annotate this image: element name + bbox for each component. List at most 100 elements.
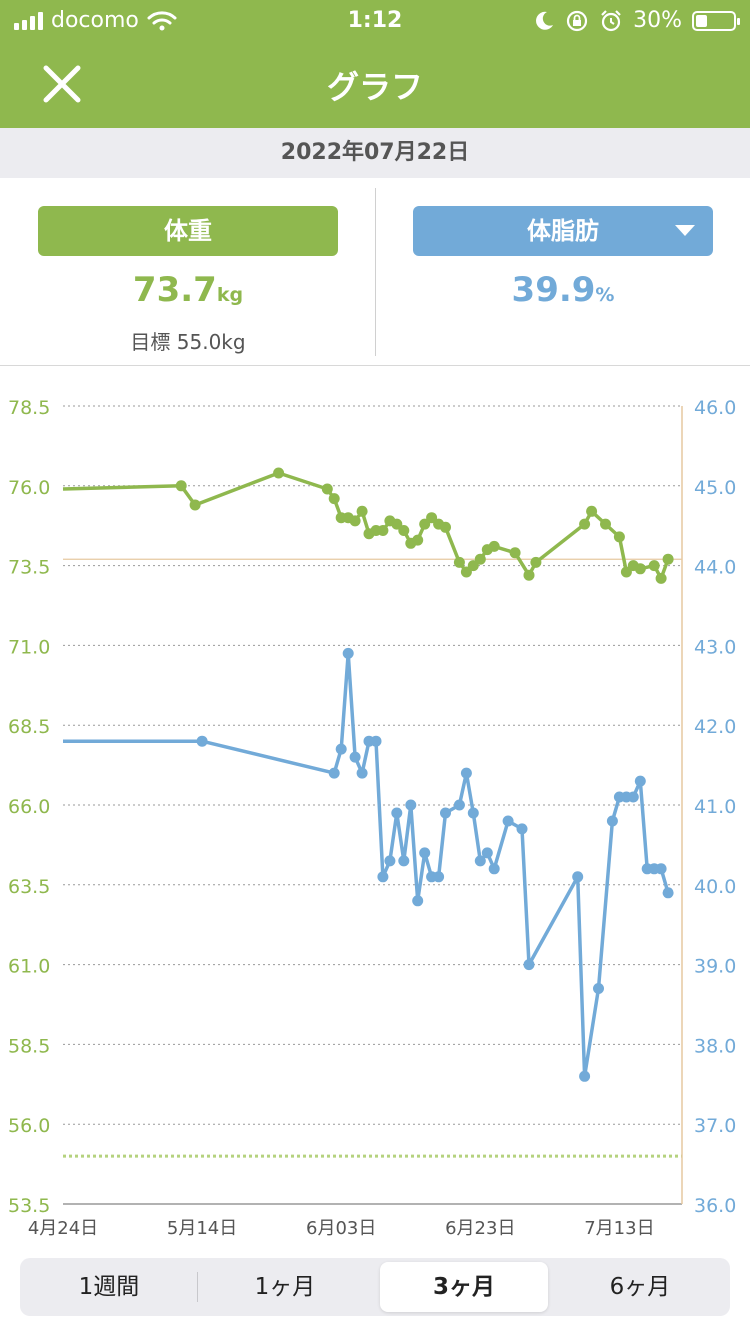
date-label: 2022年07月22日: [0, 128, 750, 178]
moon-icon: [536, 11, 554, 30]
y-left-tick-label: 56.0: [8, 1115, 50, 1137]
y-left-tick-label: 61.0: [8, 956, 50, 978]
fat-data-point: [433, 871, 445, 883]
fat-data-point: [572, 871, 584, 883]
tab-separator: [197, 1272, 198, 1302]
fat-data-point: [419, 847, 431, 859]
fat-data-point: [481, 847, 493, 859]
y-right-tick-label: 42.0: [694, 716, 736, 738]
fat-data-point: [467, 807, 479, 819]
fat-button-label: 体脂肪: [527, 217, 599, 245]
weight-series-line: [62, 471, 670, 581]
fat-unit: %: [595, 284, 615, 306]
fat-data-point: [349, 751, 361, 763]
weight-data-point: [662, 553, 674, 565]
fat-data-point: [606, 815, 618, 827]
weight-data-point: [321, 483, 333, 495]
rotation-lock-icon: [566, 10, 588, 31]
fat-number: 39.9: [511, 270, 596, 310]
nav-bar: グラフ: [0, 40, 750, 128]
close-icon[interactable]: [34, 56, 90, 112]
fat-data-point: [370, 735, 382, 747]
tab-6months-label: 6ヶ月: [609, 1274, 671, 1300]
fat-data-point: [328, 767, 340, 779]
weight-data-point: [586, 505, 598, 517]
weight-data-point: [412, 534, 424, 546]
fat-data-point: [593, 983, 604, 994]
status-time: 1:12: [347, 8, 403, 33]
weight-data-point: [634, 563, 646, 575]
battery-icon: [692, 10, 740, 31]
fat-data-point: [398, 855, 410, 867]
fat-data-point: [474, 855, 486, 867]
y-left-tick-label: 78.5: [8, 397, 50, 419]
weight-data-point: [613, 531, 625, 543]
tab-1month[interactable]: 1ヶ月: [200, 1262, 370, 1312]
battery-percent: 30%: [633, 8, 682, 33]
tab-6months[interactable]: 6ヶ月: [554, 1262, 726, 1312]
wifi-icon: [147, 10, 177, 30]
weight-data-point: [189, 499, 201, 511]
weight-data-point: [467, 560, 479, 572]
weight-data-point: [488, 540, 500, 552]
y-left-tick-label: 53.5: [8, 1195, 50, 1217]
fat-data-point: [634, 775, 646, 787]
y-right-tick-label: 46.0: [694, 397, 736, 419]
fat-data-point: [453, 799, 465, 811]
tab-1week[interactable]: 1週間: [24, 1262, 194, 1312]
y-left-tick-label: 71.0: [8, 636, 50, 658]
fat-dropdown-button[interactable]: 体脂肪: [413, 206, 713, 256]
weight-data-point: [530, 556, 542, 568]
fat-data-point: [655, 863, 667, 875]
y-right-tick-label: 45.0: [694, 477, 736, 499]
y-right-tick-label: 36.0: [694, 1195, 736, 1217]
fat-data-point: [627, 791, 639, 803]
y-right-tick-label: 38.0: [694, 1035, 736, 1057]
y-right-tick-label: 44.0: [694, 557, 736, 579]
fat-data-point: [405, 799, 417, 811]
fat-data-point: [516, 823, 528, 835]
fat-data-point: [412, 895, 424, 907]
y-right-tick-label: 41.0: [694, 796, 736, 818]
fat-data-point: [440, 807, 451, 819]
signal-icon: [14, 11, 43, 30]
fat-data-point: [502, 815, 514, 827]
y-left-tick-label: 66.0: [8, 796, 50, 818]
goal-weight: 目標 55.0kg: [130, 330, 246, 354]
carrier-label: docomo: [51, 8, 139, 33]
weight-data-point: [356, 505, 368, 517]
weight-data-point: [273, 467, 285, 479]
fat-data-point: [356, 767, 368, 779]
fat-data-point: [196, 735, 208, 747]
period-tabs: 1週間 1ヶ月 3ヶ月 6ヶ月: [20, 1258, 730, 1316]
tab-3months-label: 3ヶ月: [432, 1274, 495, 1300]
tab-3months[interactable]: 3ヶ月: [380, 1262, 548, 1312]
fat-data-point: [523, 959, 535, 971]
weight-data-point: [655, 572, 667, 584]
y-left-tick-label: 68.5: [8, 716, 50, 738]
y-left-tick-label: 63.5: [8, 876, 50, 898]
page-title: グラフ: [326, 68, 423, 106]
weight-data-point: [328, 493, 340, 505]
x-tick-label: 6月03日: [306, 1218, 376, 1239]
y-right-tick-label: 37.0: [694, 1115, 736, 1137]
summary-panel: 体重 73.7kg 目標 55.0kg 体脂肪 39.9%: [0, 178, 750, 366]
weight-fat-chart[interactable]: 78.5 76.0 73.5 71.0 68.5 66.0 63.5 61.0 58.5 56.0…: [0, 366, 750, 1256]
weight-button[interactable]: 体重: [38, 206, 338, 256]
tab-1week-label: 1週間: [78, 1274, 140, 1300]
y-right-tick-label: 43.0: [694, 636, 736, 658]
y-left-tick-label: 58.5: [8, 1035, 50, 1057]
weight-data-point: [398, 525, 410, 536]
weight-data-point: [648, 560, 660, 572]
y-right-tick-label: 39.0: [694, 956, 736, 978]
x-tick-label: 7月13日: [584, 1218, 654, 1239]
fat-data-point: [579, 1070, 591, 1082]
x-tick-label: 4月24日: [28, 1218, 98, 1239]
weight-data-point: [426, 512, 438, 524]
y-right-tick-label: 40.0: [694, 876, 736, 898]
fat-value: 39.9%: [413, 270, 713, 310]
weight-button-label: 体重: [164, 217, 212, 245]
alarm-icon: [601, 9, 621, 31]
tab-1month-label: 1ヶ月: [254, 1274, 316, 1300]
status-bar: docomo 1:12 30%: [0, 0, 750, 40]
